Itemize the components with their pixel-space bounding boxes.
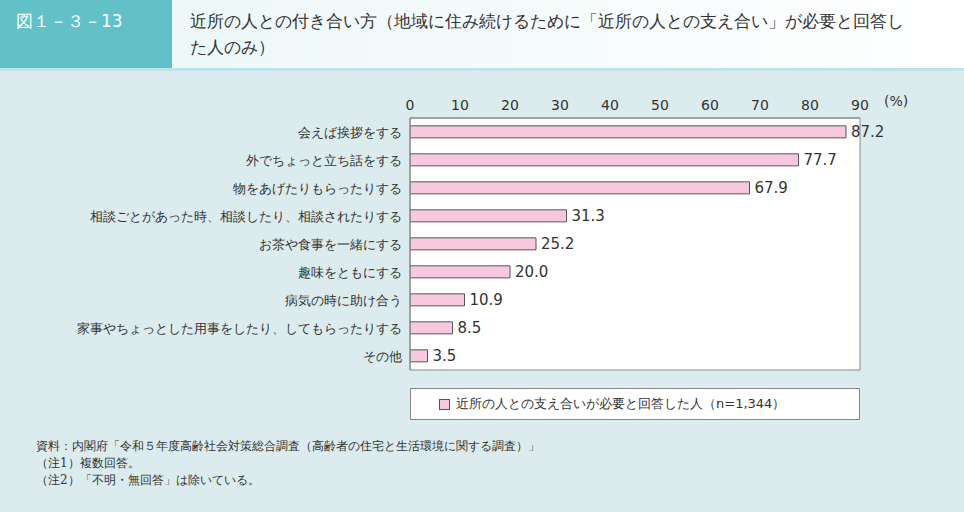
svg-text:物をあげたりもらったりする: 物をあげたりもらったりする [233, 181, 402, 196]
svg-text:40: 40 [601, 97, 619, 113]
svg-text:その他: その他 [363, 349, 402, 364]
svg-text:30: 30 [551, 97, 569, 113]
svg-text:70: 70 [751, 97, 769, 113]
svg-text:外でちょっと立ち話をする: 外でちょっと立ち話をする [246, 153, 402, 168]
html-text:（注2）「不明・無回答」は除いている。: （注2）「不明・無回答」は除いている。 [36, 473, 260, 487]
svg-text:趣味をともにする: 趣味をともにする [298, 265, 402, 280]
html-text:近所の人との支え合いが必要と回答した人（n=1,344）: 近所の人との支え合いが必要と回答した人（n=1,344） [456, 396, 786, 411]
svg-text:60: 60 [701, 97, 719, 113]
svg-text:77.7: 77.7 [804, 151, 837, 169]
svg-text:家事やちょっとした用事をしたり、してもらったりする: 家事やちょっとした用事をしたり、してもらったりする [77, 321, 402, 336]
svg-text:20: 20 [501, 97, 519, 113]
svg-text:87.2: 87.2 [851, 123, 884, 141]
html-text:近所の人との付き合い方（地域に住み続けるために「近所の人との: 近所の人との付き合い方（地域に住み続けるために「近所の人との支え合い」が必要と回… [190, 11, 904, 57]
svg-text:0: 0 [406, 97, 415, 113]
svg-text:50: 50 [651, 97, 669, 113]
svg-text:90: 90 [851, 97, 869, 113]
svg-text:病気の時に助け合う: 病気の時に助け合う [285, 293, 402, 308]
html-text:資料：内閣府「令和５年度高齢社会対策総合調査（高齢者の住宅と: 資料：内閣府「令和５年度高齢社会対策総合調査（高齢者の住宅と生活環境に関する調査… [36, 439, 540, 453]
svg-text:お茶や食事を一緒にする: お茶や食事を一緒にする [259, 237, 402, 252]
svg-text:8.5: 8.5 [458, 319, 482, 337]
svg-text:67.9: 67.9 [755, 179, 788, 197]
svg-text:10: 10 [451, 97, 469, 113]
svg-text:31.3: 31.3 [572, 207, 605, 225]
svg-text:20.0: 20.0 [515, 263, 548, 281]
svg-text:会えば挨拶をする: 会えば挨拶をする [298, 125, 402, 140]
svg-text:3.5: 3.5 [433, 347, 457, 365]
svg-text:25.2: 25.2 [541, 235, 574, 253]
html-text:（注1）複数回答。: （注1）複数回答。 [36, 456, 140, 470]
svg-text:10.9: 10.9 [470, 291, 503, 309]
svg-text:相談ごとがあった時、相談したり、相談されたりする: 相談ごとがあった時、相談したり、相談されたりする [90, 209, 402, 224]
html-text:図１－３－13: 図１－３－13 [16, 11, 123, 31]
svg-text:80: 80 [801, 97, 819, 113]
